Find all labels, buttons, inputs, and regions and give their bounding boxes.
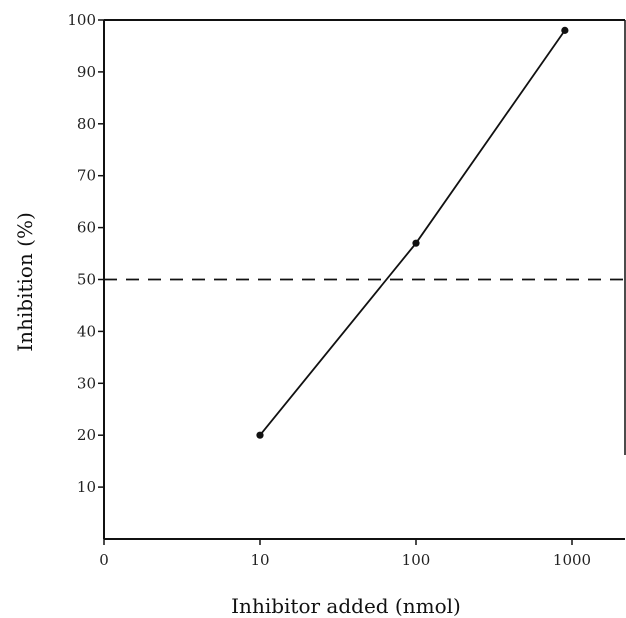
x-tick-label: 100 (402, 551, 431, 569)
x-tick-label: 10 (250, 551, 269, 569)
y-tick-label: 70 (77, 167, 96, 185)
y-axis-title: Inhibition (%) (13, 212, 37, 352)
x-tick-label: 0 (99, 551, 109, 569)
data-series (256, 26, 569, 439)
y-tick-label: 80 (77, 115, 96, 133)
y-axis-ticks: 10 20 30 40 50 60 70 80 90 100 (67, 11, 104, 496)
x-axis-ticks: 0 10 100 1000 (99, 539, 591, 569)
y-tick-label: 40 (77, 322, 96, 340)
y-tick-label: 90 (77, 63, 96, 81)
y-tick-label: 60 (77, 219, 96, 237)
y-tick-label: 20 (77, 426, 96, 444)
data-point (412, 239, 420, 247)
series-line (259, 29, 566, 436)
y-tick-label: 30 (77, 374, 96, 392)
y-tick-label: 10 (77, 478, 96, 496)
data-point (561, 26, 569, 34)
y-tick-label: 50 (77, 271, 96, 289)
x-tick-label: 1000 (553, 551, 591, 569)
y-tick-label: 100 (67, 11, 96, 29)
x-axis-title: Inhibitor added (nmol) (231, 594, 461, 618)
data-point (256, 431, 264, 439)
